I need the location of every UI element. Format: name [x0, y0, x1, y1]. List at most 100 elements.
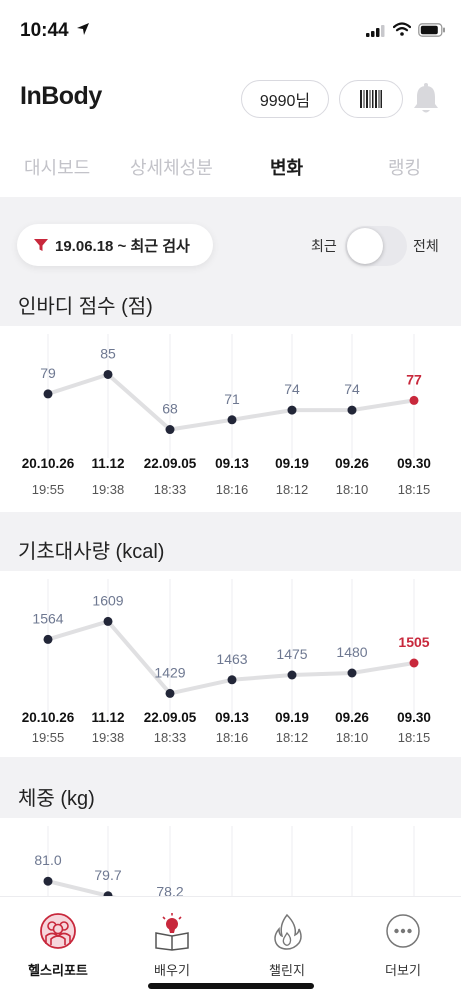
x-tick-time: 18:16	[216, 730, 249, 745]
data-label: 77	[406, 371, 422, 387]
x-tick-time: 18:16	[216, 482, 249, 497]
x-tick-time: 19:38	[92, 482, 125, 497]
wifi-icon	[393, 22, 411, 36]
data-point	[347, 405, 357, 415]
x-tick-time: 18:10	[336, 482, 369, 497]
bottom-nav: 헬스리포트 배우기 챌린지 더보기	[0, 896, 461, 1000]
data-point	[227, 415, 237, 425]
data-label: 1609	[92, 592, 123, 608]
data-point	[287, 405, 297, 415]
data-label: 79.7	[94, 867, 121, 883]
chart-title-bmr: 기초대사량 (kcal)	[18, 541, 165, 563]
toggle-label-all: 전체	[413, 238, 439, 254]
data-label: 74	[284, 381, 300, 397]
data-label: 1475	[276, 646, 307, 662]
data-label: 78.2	[156, 884, 183, 898]
x-tick-date: 22.09.05	[144, 456, 197, 471]
x-tick-time: 18:12	[276, 482, 309, 497]
barcode-icon	[360, 90, 382, 108]
data-point	[409, 658, 419, 668]
user-button[interactable]: 9990님	[241, 80, 329, 118]
data-label: 81.0	[34, 852, 61, 868]
x-tick-date: 09.19	[275, 456, 309, 471]
x-tick-date: 09.26	[335, 710, 369, 725]
toggle-knob[interactable]	[347, 228, 383, 264]
tab-bar: 대시보드 상세체성분 변화 랭킹	[0, 148, 461, 188]
data-label: 1463	[216, 651, 247, 667]
data-label: 71	[224, 391, 240, 407]
data-point	[227, 675, 237, 685]
x-tick-time: 18:10	[336, 730, 369, 745]
data-point	[43, 634, 53, 644]
x-tick-date: 09.26	[335, 456, 369, 471]
data-point	[409, 395, 419, 405]
x-tick-time: 19:55	[32, 730, 65, 745]
more-dots-icon	[386, 914, 420, 948]
x-tick-time: 19:38	[92, 730, 125, 745]
nav-label-health-report: 헬스리포트	[28, 963, 88, 978]
data-label: 1564	[32, 610, 63, 626]
data-point	[165, 425, 175, 435]
data-point	[287, 670, 297, 680]
nav-challenge[interactable]: 챌린지	[237, 911, 337, 979]
nav-label-challenge: 챌린지	[269, 963, 305, 978]
status-bar: 10:44	[0, 0, 461, 62]
bell-icon[interactable]	[407, 80, 445, 118]
x-tick-date: 09.13	[215, 710, 249, 725]
inbody-score-chart: 79 85 68 71 74 74 77 20.10.26 19:55 11.12 19:38 22.…	[22, 334, 431, 497]
x-tick-time: 19:55	[32, 482, 65, 497]
signal-icon	[366, 25, 385, 37]
x-tick-time: 18:15	[398, 730, 431, 745]
date-range-label: 19.06.18 ~ 최근 검사	[55, 237, 190, 255]
chart-card-bmr: 1564 1609 1429 1463 1475 1480 1505 20.10.26 19:5…	[0, 571, 461, 757]
tab-detail-composition[interactable]: 상세체성분	[130, 158, 213, 178]
tab-ranking[interactable]: 랭킹	[388, 158, 422, 178]
recent-all-toggle[interactable]	[345, 226, 407, 266]
nav-health-report[interactable]: 헬스리포트	[8, 911, 108, 979]
chart-title-weight: 체중 (kg)	[18, 788, 95, 810]
status-time: 10:44	[20, 20, 69, 41]
data-point	[43, 876, 53, 886]
data-label: 74	[344, 381, 360, 397]
funnel-icon	[34, 239, 48, 251]
home-indicator	[148, 983, 314, 989]
nav-learn[interactable]: 배우기	[122, 911, 222, 979]
data-point	[165, 688, 175, 698]
nav-more[interactable]: 더보기	[353, 911, 453, 979]
x-tick-date: 09.30	[397, 710, 431, 725]
user-label: 9990님	[259, 93, 311, 110]
data-label: 1505	[398, 634, 429, 650]
x-tick-date: 09.30	[397, 456, 431, 471]
chart-title-inbody-score: 인바디 점수 (점)	[18, 296, 153, 318]
nav-label-more: 더보기	[385, 963, 421, 978]
data-label: 68	[162, 401, 178, 417]
barcode-button[interactable]	[339, 80, 403, 118]
x-tick-date: 11.12	[91, 456, 124, 471]
bmr-chart: 1564 1609 1429 1463 1475 1480 1505 20.10.26 19:5…	[22, 579, 431, 745]
toggle-label-recent: 최근	[311, 238, 337, 254]
tab-change[interactable]: 변화	[270, 158, 304, 178]
x-tick-date: 11.12	[91, 710, 124, 725]
data-point	[43, 389, 53, 399]
data-point	[103, 616, 113, 626]
location-arrow-icon	[77, 23, 89, 35]
nav-label-learn: 배우기	[154, 963, 190, 978]
health-report-icon	[40, 913, 76, 949]
x-tick-time: 18:33	[154, 482, 187, 497]
x-tick-time: 18:15	[398, 482, 431, 497]
data-point	[347, 668, 357, 678]
tab-dashboard[interactable]: 대시보드	[24, 158, 91, 178]
inbody-logo: InBody	[20, 82, 102, 110]
x-tick-date: 20.10.26	[22, 456, 75, 471]
date-range-filter[interactable]: 19.06.18 ~ 최근 검사	[17, 224, 213, 266]
challenge-flame-icon	[274, 913, 302, 950]
battery-icon	[418, 23, 445, 37]
learn-book-icon	[155, 913, 189, 951]
chart-card-inbody-score: 79 85 68 71 74 74 77 20.10.26 19:55 11.12 19:38 22.…	[0, 326, 461, 512]
x-tick-date: 09.19	[275, 710, 309, 725]
x-tick-time: 18:33	[154, 730, 187, 745]
x-tick-time: 18:12	[276, 730, 309, 745]
data-label: 79	[40, 365, 56, 381]
data-label: 85	[100, 345, 116, 361]
x-tick-date: 20.10.26	[22, 710, 75, 725]
